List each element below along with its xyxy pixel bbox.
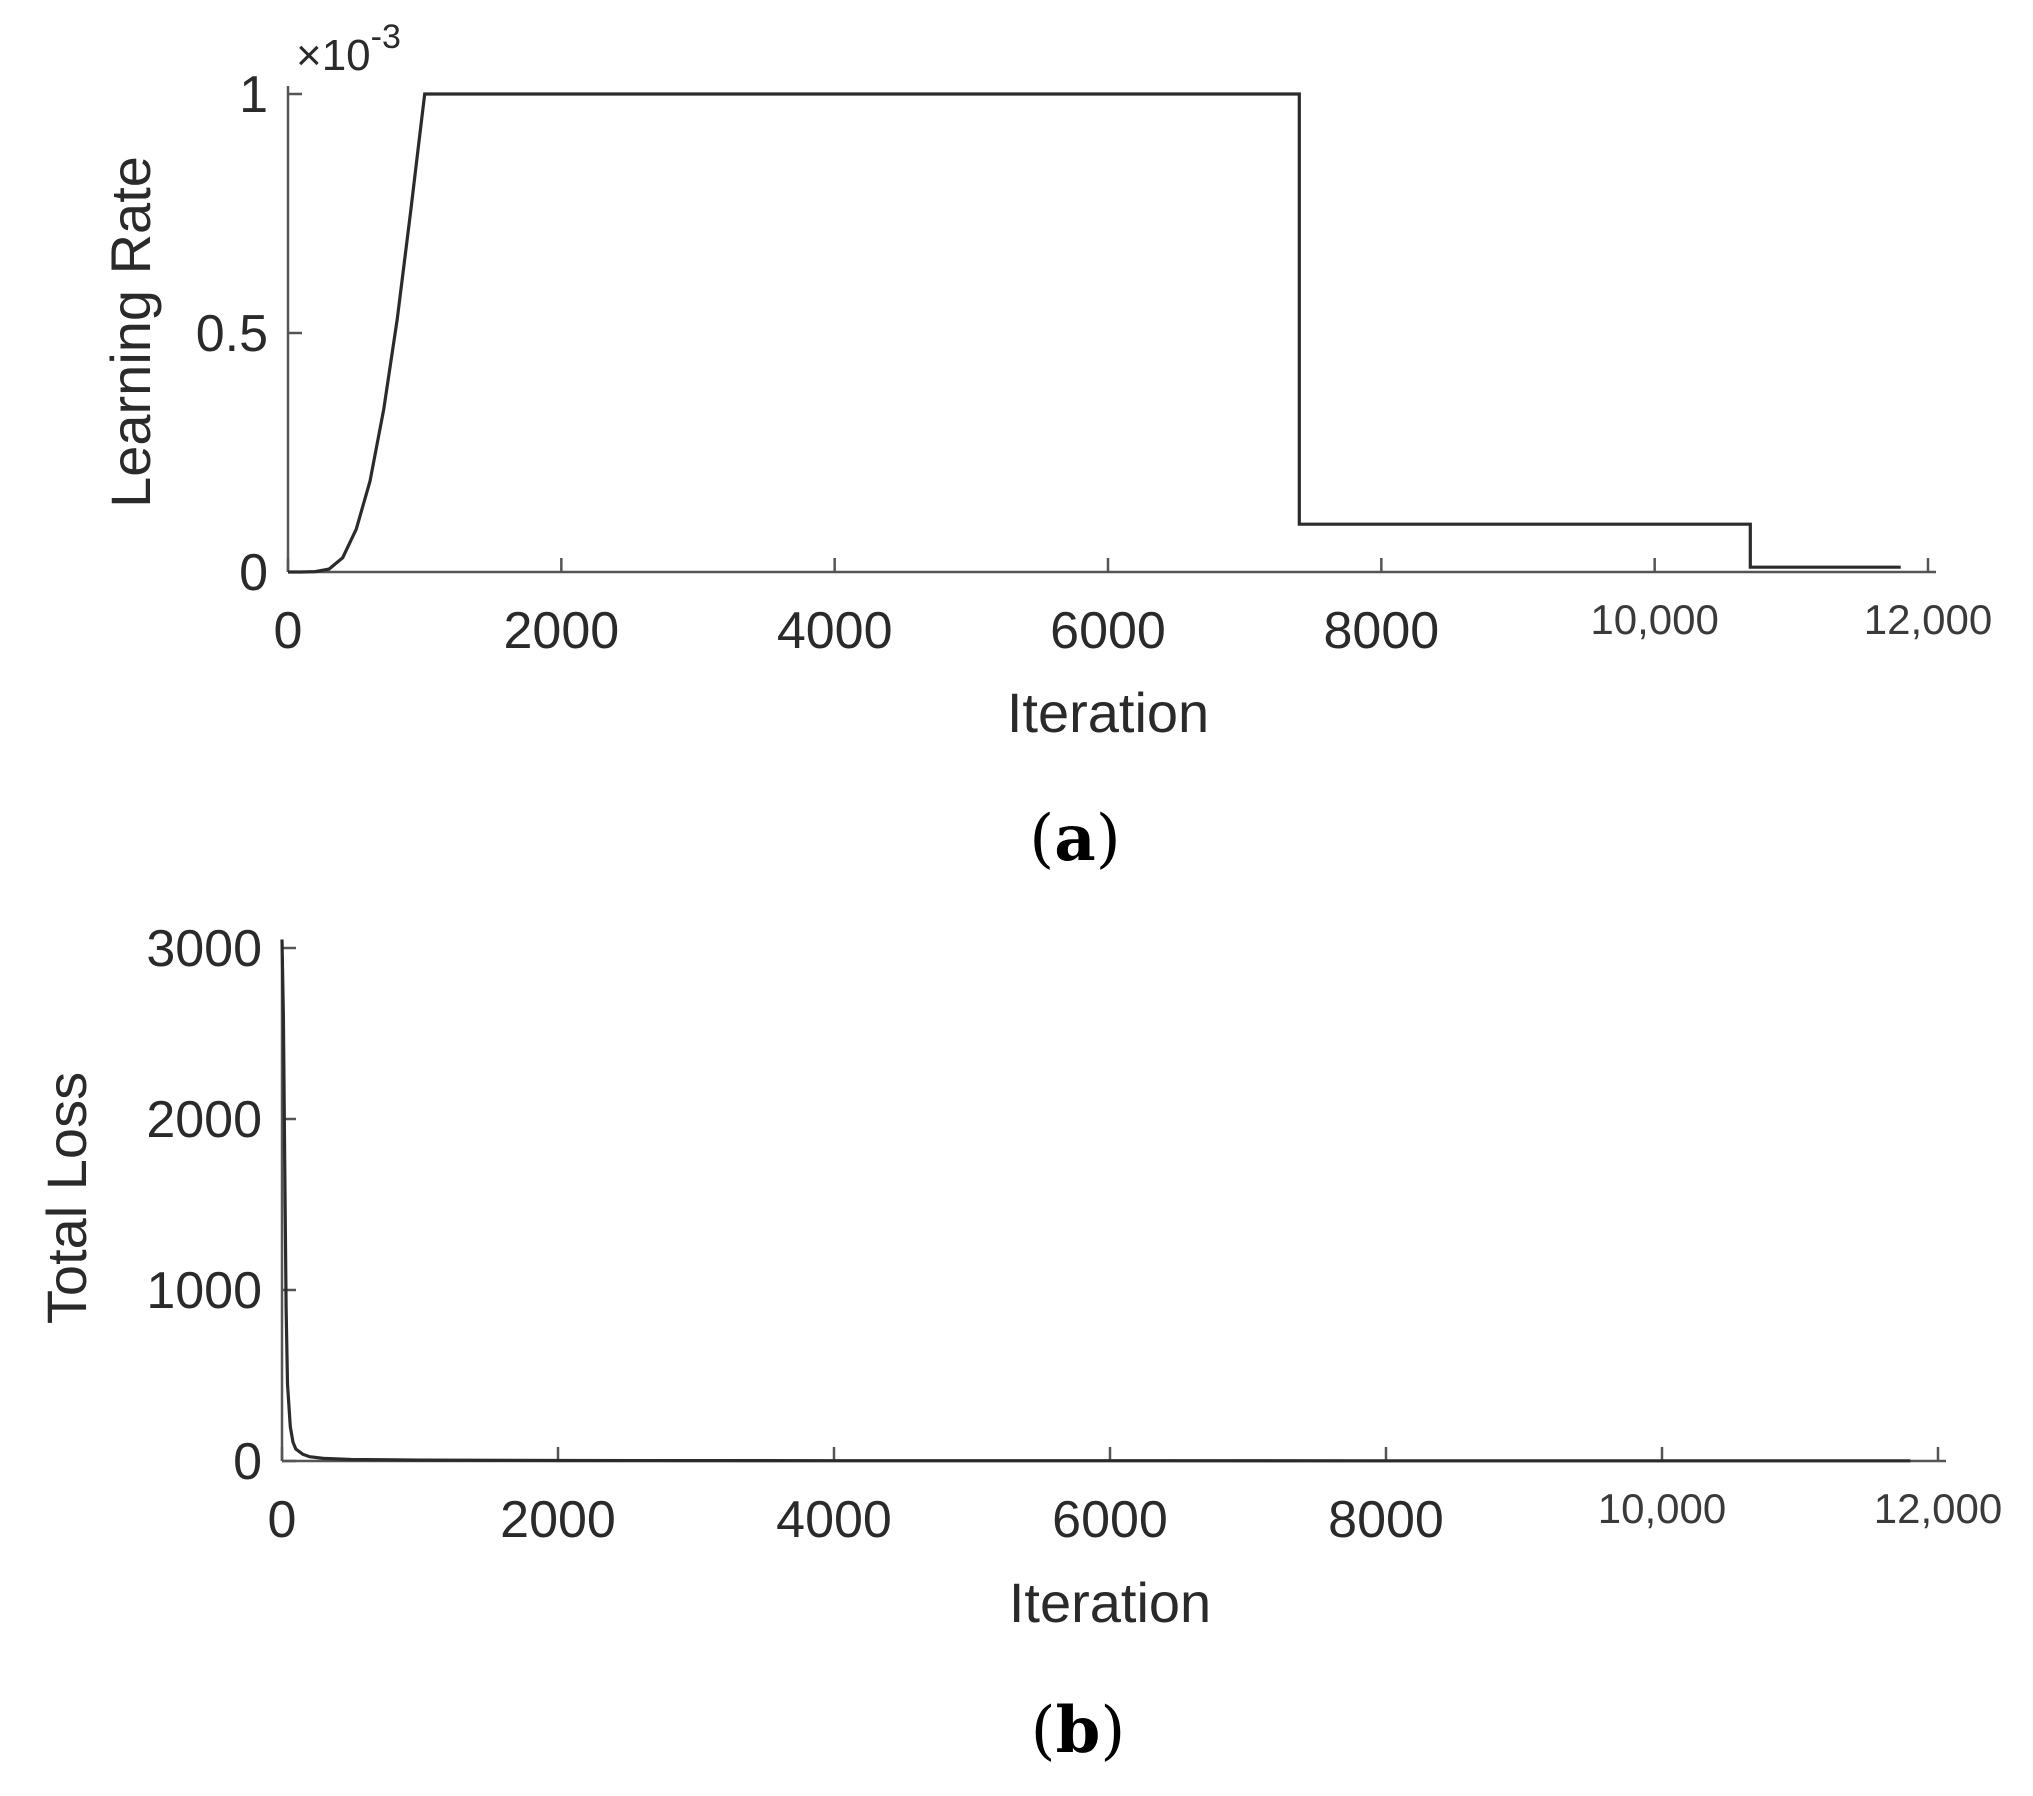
panel-a-x-tick-label: 4000 bbox=[777, 602, 893, 660]
panel-a-x-tick-label: 6000 bbox=[1050, 602, 1166, 660]
panel-b-x-tick-label: 0 bbox=[268, 1491, 297, 1549]
panel-b-y-ticks: 0 1000 2000 3000 bbox=[146, 920, 296, 1491]
panel-b-x-tick-label: 6000 bbox=[1052, 1491, 1168, 1549]
panel-a-y-axis-label: Learning Rate bbox=[99, 156, 162, 508]
panel-b-x-axis-label: Iteration bbox=[1009, 1571, 1211, 1634]
panel-a-x-tick-label: 8000 bbox=[1323, 602, 1439, 660]
panel-b-x-tick-label: 12,000 bbox=[1874, 1485, 2002, 1532]
panel-a-axes bbox=[286, 86, 1936, 574]
panel-a-chart: 0 2000 4000 6000 8000 10,000 12,000 00.51 Iter… bbox=[99, 18, 1992, 876]
panel-b-y-tick-label: 1000 bbox=[146, 1262, 262, 1320]
panel-a-caption: (a) bbox=[1029, 801, 1120, 876]
panel-b-y-tick-label: 2000 bbox=[146, 1091, 262, 1149]
panel-a-y-exponent: ×10-3 bbox=[296, 18, 401, 80]
panel-b-y-tick-label: 3000 bbox=[146, 920, 262, 978]
panel-a-x-tick-label: 0 bbox=[274, 602, 303, 660]
panel-a-caption-open: ( bbox=[1029, 802, 1054, 876]
panel-b-x-tick-label: 4000 bbox=[776, 1491, 892, 1549]
panel-a-x-ticks: 0 2000 4000 6000 8000 10,000 12,000 bbox=[274, 558, 1992, 660]
panel-b-caption: (b) bbox=[1031, 1693, 1126, 1768]
panel-a-x-axis-label: Iteration bbox=[1007, 681, 1209, 744]
panel-b-series bbox=[280, 939, 1911, 1463]
panel-a-y-exponent-power: -3 bbox=[371, 18, 401, 56]
panel-b-y-tick-label: 0 bbox=[233, 1433, 262, 1491]
panel-a-series-line bbox=[288, 92, 1901, 574]
panel-b-x-tick-label: 2000 bbox=[500, 1491, 616, 1549]
panel-a-y-tick-label: 0.5 bbox=[196, 305, 268, 363]
panel-b-y-axis-label: Total Loss bbox=[35, 1072, 98, 1324]
panel-a-y-ticks: 00.51 bbox=[196, 66, 302, 602]
panel-b-caption-open: ( bbox=[1031, 1694, 1056, 1768]
panel-b-series-line bbox=[280, 939, 1911, 1463]
panel-a-caption-close: ) bbox=[1096, 802, 1121, 876]
panel-a-caption-letter: a bbox=[1054, 801, 1095, 876]
panel-a-y-tick-label: 0 bbox=[239, 544, 268, 602]
panel-a-x-tick-label: 12,000 bbox=[1864, 596, 1992, 643]
panel-b-x-tick-label: 8000 bbox=[1328, 1491, 1444, 1549]
panel-b-x-tick-label: 10,000 bbox=[1598, 1485, 1726, 1532]
panel-b-x-ticks: 0 2000 4000 6000 8000 10,000 12,000 bbox=[268, 1447, 2002, 1549]
panel-a-x-tick-label: 2000 bbox=[503, 602, 619, 660]
panel-a-y-tick-label: 1 bbox=[239, 66, 268, 124]
panel-a-y-exponent-base: ×10 bbox=[296, 31, 371, 80]
panel-a-series bbox=[288, 92, 1901, 574]
panel-a-x-tick-label: 10,000 bbox=[1590, 596, 1718, 643]
panel-b-chart: 0 2000 4000 6000 8000 10,000 12,000 0 1000 2000 3… bbox=[35, 920, 2002, 1768]
panel-b-caption-close: ) bbox=[1100, 1694, 1125, 1768]
panel-b-caption-letter: b bbox=[1056, 1693, 1101, 1768]
